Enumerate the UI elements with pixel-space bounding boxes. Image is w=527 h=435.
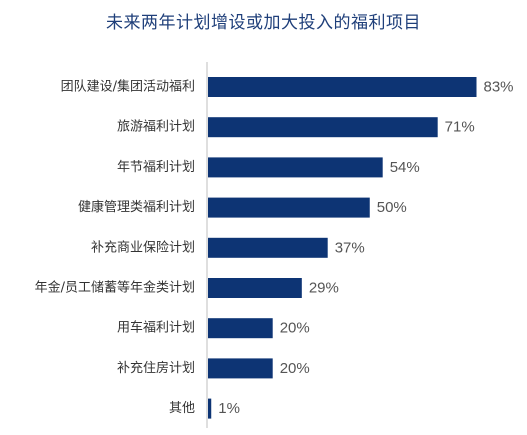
- value-label: 71%: [445, 119, 475, 136]
- category-label: 补充住房计划: [117, 360, 195, 376]
- category-label: 健康管理类福利计划: [78, 199, 195, 215]
- bar: [208, 278, 302, 298]
- category-label: 年节福利计划: [117, 160, 195, 175]
- bar: [208, 358, 273, 379]
- category-label: 旅游福利计划: [117, 120, 195, 135]
- bar: [208, 77, 477, 97]
- value-label: 83%: [484, 79, 514, 96]
- value-label: 1%: [218, 400, 240, 417]
- category-label: 其他: [169, 401, 195, 416]
- bar: [208, 318, 273, 339]
- value-label: 20%: [280, 320, 310, 337]
- bar: [208, 117, 438, 138]
- bar: [208, 398, 212, 419]
- bar: [208, 237, 328, 258]
- value-label: 29%: [309, 280, 339, 297]
- chart-title: 未来两年计划增设或加大投入的福利项目: [106, 13, 421, 33]
- value-label: 37%: [335, 239, 365, 256]
- value-label: 54%: [390, 159, 420, 176]
- value-label: 20%: [280, 360, 310, 377]
- category-label: 团队建设/集团活动福利: [61, 79, 195, 95]
- category-label: 补充商业保险计划: [91, 239, 195, 255]
- category-label: 年金/员工储蓄等年金类计划: [35, 280, 195, 296]
- value-label: 50%: [377, 199, 407, 216]
- bar: [208, 197, 370, 218]
- bar: [208, 157, 383, 178]
- category-label: 用车福利计划: [117, 320, 195, 336]
